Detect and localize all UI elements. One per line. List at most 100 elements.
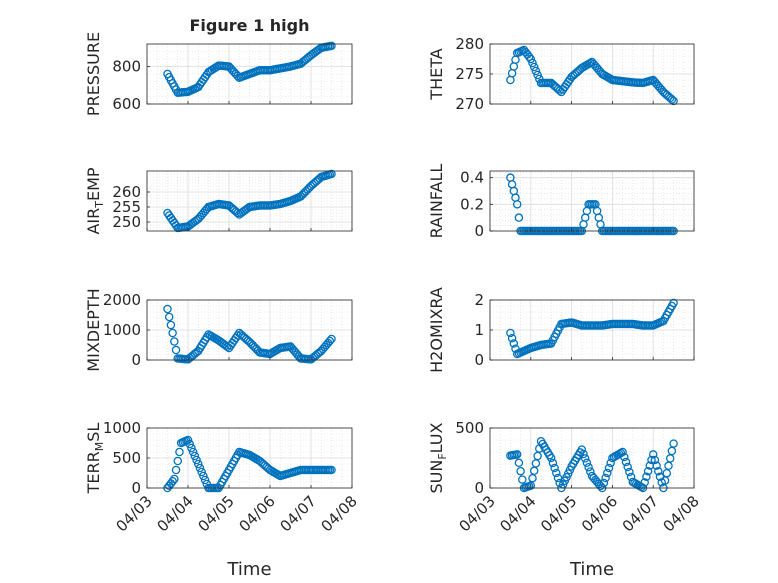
data-point [546, 453, 556, 463]
data-point [528, 58, 537, 68]
data-point [512, 200, 522, 209]
data-point [524, 52, 534, 62]
data-point [171, 465, 181, 475]
y-tick-label: 260 [112, 183, 141, 201]
data-point [648, 450, 658, 459]
axes-box [489, 170, 695, 232]
x-tick-label: 04/08 [318, 492, 361, 535]
data-point [199, 471, 208, 481]
data-point [604, 463, 614, 473]
y-tick-label: 500 [455, 419, 484, 437]
data-point [582, 458, 592, 468]
data-point [518, 475, 527, 484]
data-point [601, 473, 610, 483]
data-point [552, 468, 561, 478]
subplot-2: 270 275 280 THETA [427, 35, 695, 113]
data-series [163, 169, 336, 233]
data-point [667, 95, 677, 104]
x-tick-label: 04/04 [496, 492, 539, 535]
data-point [514, 213, 524, 222]
axes-box [146, 170, 353, 232]
y-axis-label: AIRTEMP [84, 167, 106, 234]
y-axis-label: RAINFALL [427, 164, 446, 239]
x-tick-label: 04/03 [456, 492, 499, 535]
y-tick-label: 0.2 [460, 195, 484, 213]
y-tick-label: 600 [112, 95, 141, 113]
data-point [200, 475, 210, 485]
y-axis-label: TERRMSL [84, 423, 106, 495]
data-point [171, 345, 181, 355]
y-tick-label: 1000 [103, 321, 141, 339]
y-tick-label: 2000 [103, 291, 141, 309]
data-point [190, 451, 200, 461]
data-series [163, 41, 336, 98]
y-tick-label: 250 [112, 213, 141, 231]
data-point [526, 54, 536, 64]
x-tick-label: 04/08 [660, 492, 703, 535]
data-point [506, 328, 515, 338]
subplot-4: 0 0.2 0.4 RAINFALL [427, 164, 695, 240]
data-point [514, 458, 524, 468]
x-tick-label: 04/07 [619, 492, 662, 535]
data-point [623, 462, 632, 472]
x-axis-label-right: Time [569, 559, 614, 580]
data-point [327, 334, 336, 344]
data-point [654, 466, 663, 476]
data-point [170, 337, 179, 346]
data-point [599, 478, 609, 488]
y-tick-label: 2 [474, 291, 484, 309]
x-tick-label: 04/04 [154, 492, 197, 535]
x-tick-label: 04/05 [537, 492, 580, 535]
x-tick-label: 04/05 [195, 492, 238, 535]
data-point [533, 70, 542, 80]
data-point [173, 456, 182, 466]
y-tick-label: 0 [474, 351, 484, 369]
data-point [620, 452, 629, 462]
data-series [163, 304, 336, 364]
data-point [168, 476, 177, 486]
data-point [669, 298, 678, 308]
data-point [327, 465, 336, 475]
data-point [512, 450, 522, 459]
y-tick-label: 0 [131, 479, 141, 497]
data-point [163, 304, 172, 314]
data-point [183, 435, 193, 445]
data-point [642, 472, 651, 482]
figure-title: Figure 1 high [190, 16, 310, 35]
x-tick-label: 04/07 [277, 492, 320, 535]
y-tick-label: 800 [112, 58, 141, 76]
data-point [192, 455, 201, 465]
data-series [506, 45, 678, 106]
x-tick-label: 04/06 [236, 492, 279, 535]
axes-box [146, 43, 353, 105]
x-tick-label: 04/03 [113, 492, 156, 535]
data-point [640, 478, 649, 487]
data-point [509, 339, 519, 348]
data-point [579, 449, 588, 459]
data-point [195, 463, 205, 473]
data-point [188, 447, 198, 457]
x-tick-label: 04/06 [578, 492, 621, 535]
data-point [643, 466, 653, 476]
data-series [163, 435, 336, 493]
data-point [647, 455, 656, 465]
data-point [652, 461, 661, 470]
data-point [185, 439, 194, 449]
data-point [621, 457, 631, 467]
data-point [175, 447, 184, 457]
y-tick-label: 0 [474, 222, 484, 240]
data-point [529, 62, 539, 72]
axes-box [489, 427, 695, 489]
data-point [507, 333, 517, 343]
data-series [506, 298, 678, 359]
y-tick-label: 1 [474, 321, 484, 339]
data-point [327, 169, 336, 179]
y-tick-label: 255 [112, 198, 141, 216]
subplot-6: 0 1 2 H2OMIXRA [427, 287, 695, 373]
data-point [187, 443, 196, 453]
y-tick-label: 0 [131, 351, 141, 369]
data-point [550, 463, 559, 473]
data-point [586, 467, 595, 476]
